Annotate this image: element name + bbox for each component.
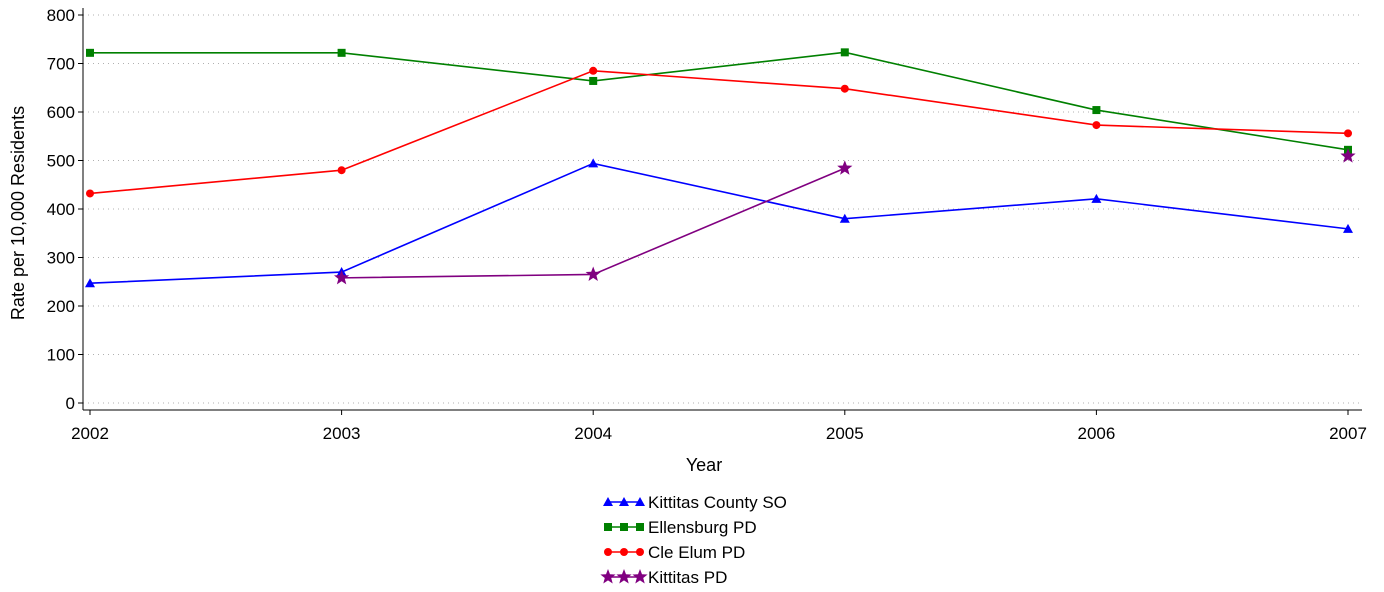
data-point-cle-elum-pd-2007 <box>1344 129 1352 138</box>
series-kittitas-pd <box>333 148 1356 285</box>
data-point-ellensburg-pd-2006 <box>1092 106 1101 115</box>
legend-label-ellensburg-pd: Ellensburg PD <box>648 518 757 537</box>
series-line-cle-elum-pd <box>89 69 1349 195</box>
x-tick-label-2006: 2006 <box>1077 424 1115 443</box>
y-tick-label-800: 800 <box>47 6 75 25</box>
series-line-kittitas-county-so <box>89 162 1349 285</box>
legend-marker-kittitas-pd-2 <box>632 569 648 584</box>
data-point-kittitas-county-so-2002 <box>85 278 95 288</box>
data-point-kittitas-county-so-2005 <box>839 213 850 223</box>
y-tick-label-200: 200 <box>47 297 75 316</box>
y-tick-label-700: 700 <box>47 55 75 74</box>
x-axis-title: Year <box>686 455 722 475</box>
series-cle-elum-pd <box>86 66 1352 198</box>
legend-label-kittitas-pd: Kittitas PD <box>648 568 727 587</box>
legend-marker-ellensburg-pd-2 <box>636 523 644 531</box>
legend-marker-cle-elum-pd-0 <box>604 548 612 556</box>
series-line-kittitas-pd <box>341 167 846 279</box>
y-tick-label-300: 300 <box>47 249 75 268</box>
series-ellensburg-pd <box>86 48 1352 154</box>
legend: Kittitas County SO Ellensburg PD Cle Elum … <box>600 493 787 587</box>
data-point-cle-elum-pd-2006 <box>1092 121 1101 130</box>
data-point-kittitas-county-so-2007 <box>1343 223 1353 233</box>
data-point-cle-elum-pd-2003 <box>337 166 346 175</box>
x-tick-label-2003: 2003 <box>323 424 361 443</box>
y-tick-label-500: 500 <box>47 152 75 171</box>
legend-label-kittitas-county-so: Kittitas County SO <box>648 493 787 512</box>
y-tick-label-0: 0 <box>66 394 75 413</box>
legend-marker-kittitas-county-so-0 <box>603 497 613 506</box>
legend-item-cle-elum-pd: Cle Elum PD <box>604 543 745 562</box>
legend-item-kittitas-county-so: Kittitas County SO <box>603 493 787 512</box>
x-tick-label-2007: 2007 <box>1329 424 1367 443</box>
data-point-cle-elum-pd-2002 <box>86 189 94 198</box>
legend-item-kittitas-pd: Kittitas PD <box>600 568 727 587</box>
data-point-ellensburg-pd-2003 <box>337 48 346 57</box>
y-tick-label-100: 100 <box>47 346 75 365</box>
legend-marker-kittitas-pd-0 <box>600 569 616 584</box>
legend-label-cle-elum-pd: Cle Elum PD <box>648 543 745 562</box>
x-axis-ticks: 2002 2003 2004 2005 2006 2007 <box>71 410 1367 443</box>
legend-marker-kittitas-county-so-1 <box>619 497 629 506</box>
legend-marker-cle-elum-pd-1 <box>620 548 628 556</box>
data-point-kittitas-county-so-2006 <box>1091 193 1102 203</box>
data-point-kittitas-pd-2007 <box>1340 148 1356 163</box>
x-tick-label-2004: 2004 <box>574 424 612 443</box>
series-line-ellensburg-pd <box>90 51 1349 151</box>
y-tick-label-600: 600 <box>47 103 75 122</box>
data-point-kittitas-pd-2004 <box>585 266 601 281</box>
data-point-kittitas-pd-2005 <box>837 160 853 175</box>
data-point-kittitas-pd-2003 <box>333 269 350 285</box>
series-kittitas-county-so <box>85 158 1353 288</box>
legend-marker-ellensburg-pd-1 <box>620 523 628 531</box>
data-point-ellensburg-pd-2002 <box>86 48 94 57</box>
data-point-ellensburg-pd-2005 <box>840 48 849 57</box>
y-axis-title: Rate per 10,000 Residents <box>8 106 28 320</box>
grid-lines <box>83 14 1362 404</box>
legend-marker-kittitas-pd-1 <box>616 569 632 584</box>
series-layer <box>85 48 1356 288</box>
x-tick-label-2002: 2002 <box>71 424 109 443</box>
data-point-ellensburg-pd-2004 <box>589 76 598 85</box>
axes <box>82 8 1362 411</box>
data-point-cle-elum-pd-2004 <box>589 66 598 75</box>
x-tick-label-2005: 2005 <box>826 424 864 443</box>
legend-item-ellensburg-pd: Ellensburg PD <box>604 518 757 537</box>
y-axis-ticks: 0 100 200 300 400 500 600 700 800 <box>47 6 83 413</box>
legend-marker-ellensburg-pd-0 <box>604 523 612 531</box>
legend-marker-cle-elum-pd-2 <box>636 548 644 556</box>
data-point-kittitas-county-so-2004 <box>588 158 599 168</box>
legend-marker-kittitas-county-so-2 <box>635 497 645 506</box>
data-point-cle-elum-pd-2005 <box>840 84 849 93</box>
y-tick-label-400: 400 <box>47 200 75 219</box>
